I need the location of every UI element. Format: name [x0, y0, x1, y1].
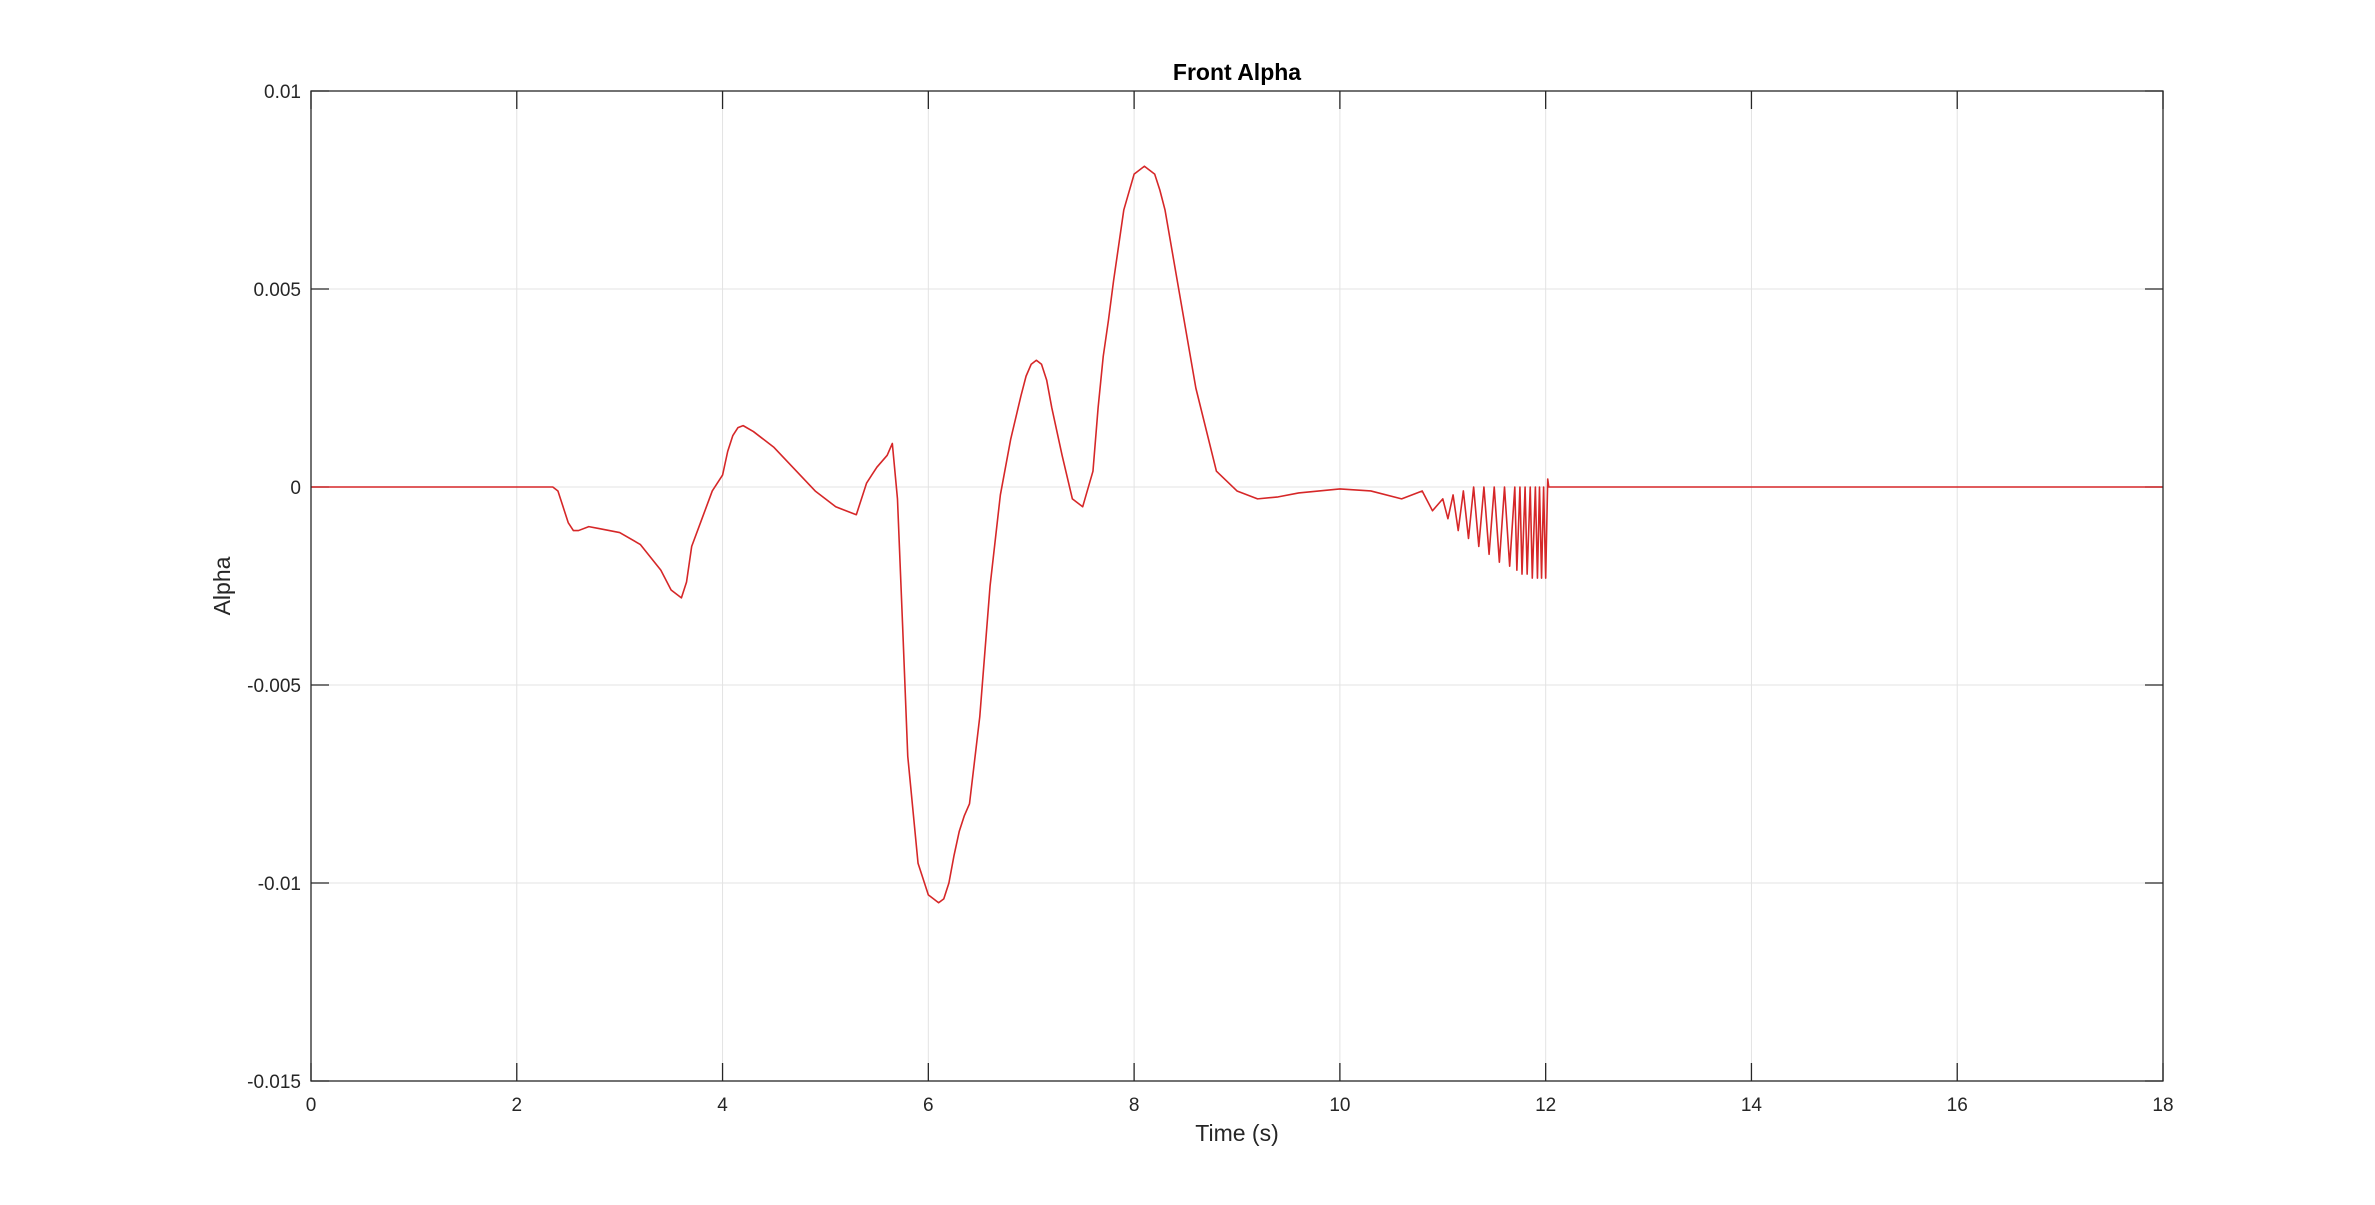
x-tick-label: 18 [2152, 1095, 2173, 1116]
y-tick-label: 0.005 [253, 280, 301, 301]
y-tick-label: -0.005 [247, 676, 301, 697]
y-tick-label: -0.01 [258, 874, 301, 895]
x-tick-label: 16 [1947, 1095, 1968, 1116]
chart-title: Front Alpha [1173, 59, 1301, 85]
x-tick-label: 10 [1329, 1095, 1350, 1116]
x-tick-label: 0 [306, 1095, 317, 1116]
x-axis-label: Time (s) [1195, 1120, 1278, 1146]
y-tick-label: 0 [290, 478, 301, 499]
x-tick-label: 2 [511, 1095, 522, 1116]
y-tick-label: 0.01 [264, 82, 301, 103]
x-tick-label: 12 [1535, 1095, 1556, 1116]
x-tick-label: 4 [717, 1095, 728, 1116]
series-layer [311, 165, 2163, 904]
x-tick-labels: 0 2 4 6 8 10 12 14 16 18 [306, 1095, 2174, 1116]
axes-box [310, 90, 2164, 1082]
x-tick-label: 6 [923, 1095, 934, 1116]
series-line [311, 165, 2163, 904]
y-tick-label: -0.015 [247, 1072, 301, 1093]
plot-area [311, 91, 2163, 1081]
x-tick-label: 8 [1129, 1095, 1140, 1116]
y-tick-labels: -0.015 -0.01 -0.005 0 0.005 0.01 [247, 82, 301, 1093]
y-axis-label: Alpha [209, 556, 235, 615]
x-tick-label: 14 [1741, 1095, 1763, 1116]
